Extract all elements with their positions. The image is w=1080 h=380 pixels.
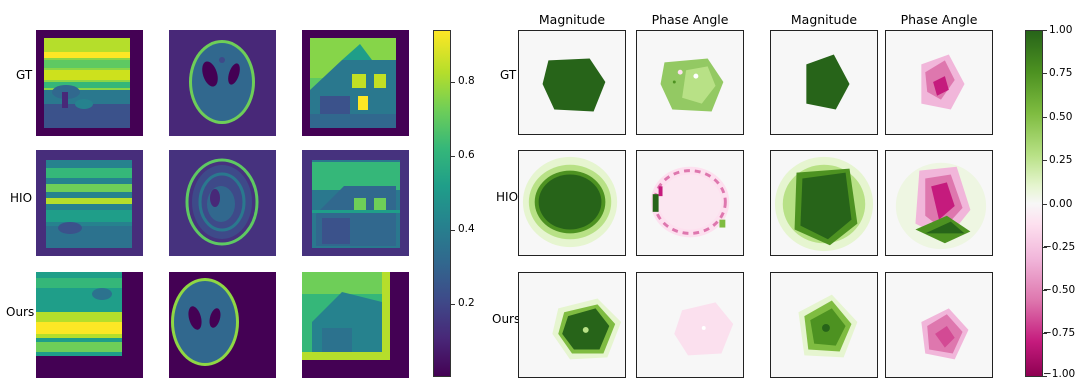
hio-phase-1-image: [636, 150, 744, 256]
ours-magnitude-2-image: [770, 272, 878, 378]
right-row-label-gt: GT: [500, 68, 517, 82]
piyg-tick-0.00: 0.00: [1049, 198, 1073, 210]
col-title-phase-2: Phase Angle: [900, 12, 978, 27]
left-row-label-hio: HIO: [10, 191, 33, 205]
gt-house-image: [302, 30, 409, 136]
col-title-magnitude-1: Magnitude: [538, 12, 606, 27]
piyg-tick-0.75: 0.75: [1049, 67, 1073, 79]
ours-house-image: [302, 272, 409, 378]
ours-phase-1-image: [636, 272, 744, 378]
piyg-tick-minus-0.25: −0.25: [1043, 241, 1076, 253]
piyg-tick-minus-1.00: −1.00: [1043, 368, 1076, 380]
gt-landscape-image: [36, 30, 143, 136]
hio-landscape-image: [36, 150, 143, 256]
viridis-tick-0.4: 0.4: [458, 223, 475, 235]
hio-phantom-image: [169, 150, 276, 256]
gt-phase-2-image: [885, 30, 993, 135]
hio-phase-2-image: [885, 150, 993, 256]
gt-phase-1-image: [636, 30, 744, 135]
ours-phase-2-image: [885, 272, 993, 378]
gt-phantom-image: [169, 30, 276, 136]
piyg-tick-0.50: 0.50: [1049, 111, 1073, 123]
left-row-label-gt: GT: [16, 68, 33, 82]
ours-phantom-image: [169, 272, 276, 378]
viridis-tick-0.2: 0.2: [458, 297, 475, 309]
right-row-label-ours: Ours: [492, 312, 521, 326]
gt-magnitude-2-image: [770, 30, 878, 135]
piyg-tick-0.25: 0.25: [1049, 154, 1073, 166]
viridis-tick-0.6: 0.6: [458, 149, 475, 161]
viridis-colorbar: [433, 30, 451, 377]
piyg-tick-minus-0.50: −0.50: [1043, 284, 1076, 296]
piyg-colorbar: [1025, 30, 1043, 377]
hio-magnitude-1-image: [518, 150, 626, 256]
viridis-tick-0.8: 0.8: [458, 75, 475, 87]
piyg-tick-1.00: 1.00: [1049, 24, 1073, 36]
col-title-magnitude-2: Magnitude: [790, 12, 858, 27]
hio-house-image: [302, 150, 409, 256]
right-row-label-hio: HIO: [496, 190, 519, 204]
ours-magnitude-1-image: [518, 272, 626, 378]
left-row-label-ours: Ours: [6, 305, 35, 319]
hio-magnitude-2-image: [770, 150, 878, 256]
col-title-phase-1: Phase Angle: [651, 12, 729, 27]
gt-magnitude-1-image: [518, 30, 626, 135]
piyg-tick-minus-0.75: −0.75: [1043, 327, 1076, 339]
ours-landscape-image: [36, 272, 143, 378]
